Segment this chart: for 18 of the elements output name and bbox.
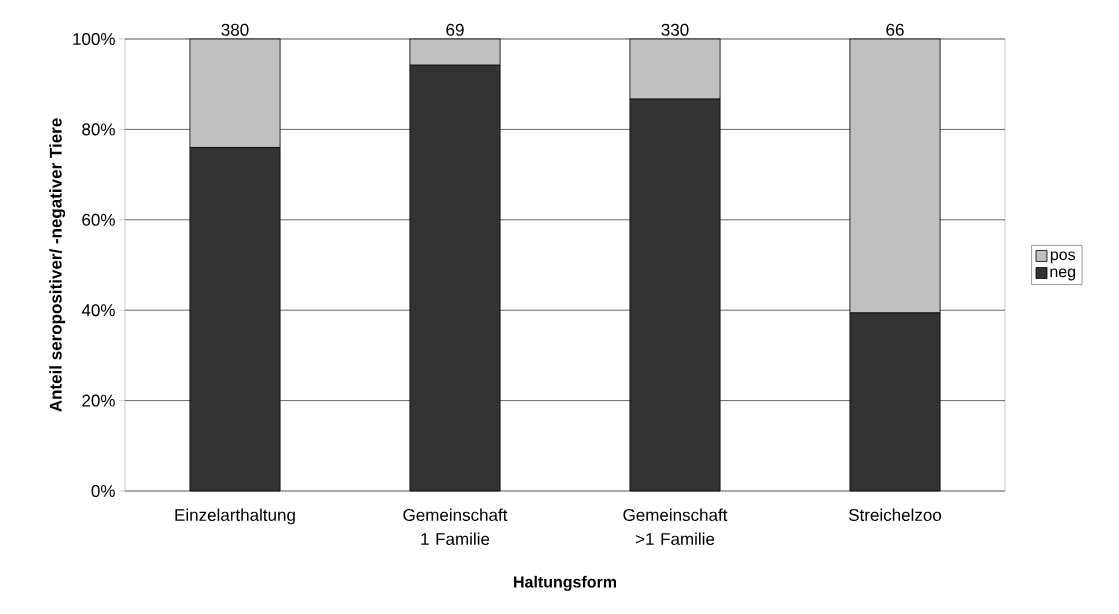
y-tick-label: 60% <box>82 213 115 226</box>
y-tick-label: 80% <box>82 123 115 136</box>
x-tick-label: Streichelzoo <box>849 508 942 522</box>
x-tick-label: Gemeinschaft >1 Familie <box>623 508 728 546</box>
y-tick-label: 40% <box>81 304 115 317</box>
x-axis-title: Haltungsform <box>514 575 617 591</box>
annotation: 66 <box>886 23 904 36</box>
y-tick-label: 100% <box>73 32 115 46</box>
y-axis-title: Anteil seropositiver/ -negativer Tiere <box>49 118 66 412</box>
x-tick-label: Gemeinschaft 1 Familie <box>403 508 508 546</box>
legend-label: neg <box>1050 268 1076 281</box>
y-tick-label: 20% <box>82 394 115 407</box>
annotation: 69 <box>446 23 464 36</box>
annotation: 380 <box>221 23 249 36</box>
y-tick-label: 0% <box>91 484 115 498</box>
x-tick-label: Einzelarthaltung <box>175 508 295 525</box>
annotation: 330 <box>661 23 689 36</box>
legend-label: pos <box>1050 251 1076 264</box>
